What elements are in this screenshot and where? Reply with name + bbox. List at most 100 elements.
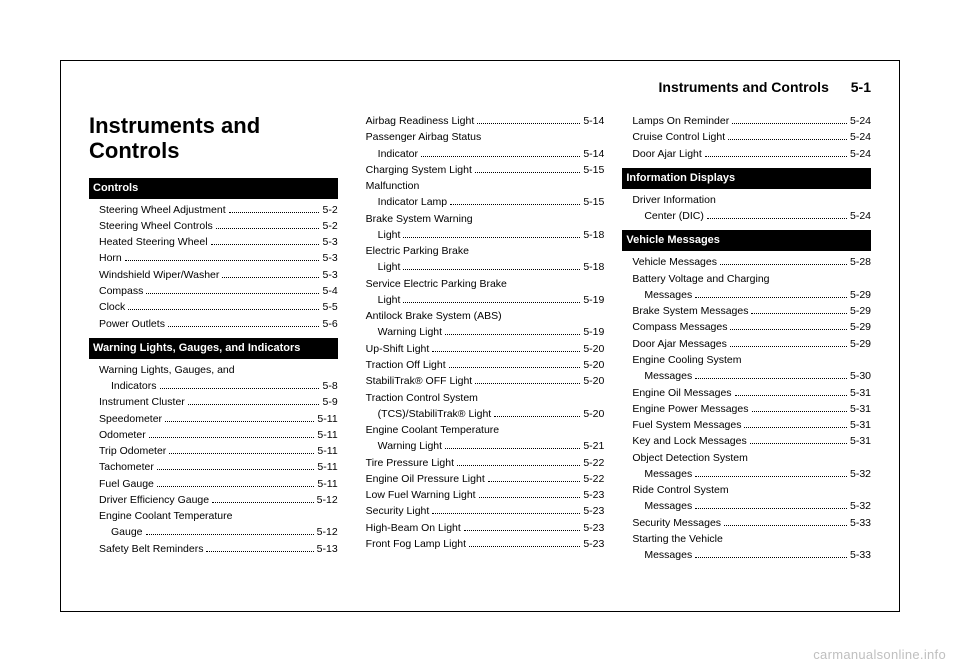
toc-entry-page: 5-20 [583,357,604,373]
toc-entry: Front Fog Lamp Light5-23 [356,536,605,552]
toc-section-bar: Vehicle Messages [622,230,871,251]
toc-entry-label: Windshield Wiper/Washer [99,267,219,283]
toc-entry: Engine Cooling System [622,352,871,368]
toc-leader-dots [728,139,847,140]
toc-leader-dots [707,218,847,219]
toc-entry-label: Brake System Messages [632,303,748,319]
toc-entry: Engine Coolant Temperature [89,508,338,524]
toc-entry-label: Instrument Cluster [99,394,185,410]
toc-entry: StabiliTrak® OFF Light5-20 [356,373,605,389]
page-header: Instruments and Controls 5-1 [659,79,871,95]
toc-leader-dots [695,378,847,379]
toc-leader-dots [449,367,581,368]
toc-entry-label: StabiliTrak® OFF Light [366,373,473,389]
toc-entry-page: 5-24 [850,113,871,129]
toc-entry-label: Door Ajar Messages [632,336,727,352]
toc-entry-label: Warning Light [378,438,442,454]
chapter-title: Instruments and Controls [89,113,338,164]
toc-entry-label: Gauge [111,524,143,540]
toc-entry: Up-Shift Light 5-20 [356,341,605,357]
toc-leader-dots [168,326,320,327]
toc-leader-dots [229,212,320,213]
toc-leader-dots [494,416,580,417]
toc-entry-label: Odometer [99,427,146,443]
toc-entry: Safety Belt Reminders5-13 [89,541,338,557]
toc-leader-dots [403,269,580,270]
toc-entry: Warning Lights, Gauges, and [89,362,338,378]
toc-entry-label: Engine Oil Messages [632,385,731,401]
toc-leader-dots [752,411,848,412]
toc-entry-label: Traction Control System [366,390,478,406]
toc-entry-page: 5-11 [317,459,337,475]
toc-entry: Tire Pressure Light5-22 [356,455,605,471]
toc-entry-page: 5-31 [850,401,871,417]
toc-leader-dots [695,476,847,477]
toc-entry-page: 5-28 [850,254,871,270]
toc-entry: Battery Voltage and Charging [622,271,871,287]
toc-entry-page: 5-5 [322,299,337,315]
toc-entry: Horn5-3 [89,250,338,266]
toc-entry-label: Front Fog Lamp Light [366,536,466,552]
toc-entry-label: Airbag Readiness Light [366,113,475,129]
toc-entry-label: Malfunction [366,178,420,194]
toc-entry: Service Electric Parking Brake [356,276,605,292]
toc-entry-page: 5-2 [322,218,337,234]
toc-entry: Messages5-30 [622,368,871,384]
toc-entry: Warning Light5-19 [356,324,605,340]
toc-entry-label: Engine Coolant Temperature [99,508,232,524]
toc-leader-dots [403,237,580,238]
toc-leader-dots [735,395,847,396]
toc-entry-label: High-Beam On Light [366,520,461,536]
toc-entry: Compass5-4 [89,283,338,299]
toc-entry-page: 5-32 [850,498,871,514]
toc-leader-dots [732,123,847,124]
toc-entry-label: Messages [644,368,692,384]
toc-entry-label: Engine Oil Pressure Light [366,471,485,487]
toc-entry-page: 5-13 [317,541,338,557]
toc-entry: Key and Lock Messages5-31 [622,433,871,449]
watermark: carmanualsonline.info [813,647,946,662]
toc-entry: Lamps On Reminder5-24 [622,113,871,129]
toc-entry-page: 5-18 [583,259,604,275]
header-pagenum: 5-1 [851,79,871,95]
toc-entry-page: 5-19 [583,324,604,340]
toc-entry: Light5-18 [356,227,605,243]
toc-leader-dots [445,448,580,449]
toc-entry: Power Outlets5-6 [89,316,338,332]
toc-entry: Charging System Light5-15 [356,162,605,178]
toc-entry: Engine Coolant Temperature [356,422,605,438]
toc-entry: Warning Light5-21 [356,438,605,454]
toc-entry-page: 5-9 [322,394,337,410]
toc-entry-label: Heated Steering Wheel [99,234,208,250]
toc-entry: Antilock Brake System (ABS) [356,308,605,324]
toc-entry-label: Indicators [111,378,157,394]
toc-entry-page: 5-11 [317,443,337,459]
toc-entry-page: 5-20 [583,341,604,357]
toc-entry-label: Warning Lights, Gauges, and [99,362,235,378]
toc-entry: Messages5-32 [622,466,871,482]
toc-leader-dots [750,443,847,444]
toc-entry-page: 5-8 [322,378,337,394]
toc-entry-label: Driver Efficiency Gauge [99,492,209,508]
toc-entry: Security Light5-23 [356,503,605,519]
toc-leader-dots [146,293,319,294]
toc-entry-label: Cruise Control Light [632,129,725,145]
toc-entry-label: Indicator [378,146,418,162]
toc-entry: Clock5-5 [89,299,338,315]
toc-entry: Ride Control System [622,482,871,498]
toc-entry-label: Passenger Airbag Status [366,129,482,145]
toc-entry-page: 5-3 [322,234,337,250]
toc-entry-label: Up-Shift Light [366,341,430,357]
toc-entry-label: Fuel Gauge [99,476,154,492]
toc-entry-label: Traction Off Light [366,357,446,373]
toc-entry-page: 5-3 [322,250,337,266]
toc-entry: Light5-19 [356,292,605,308]
toc-entry-label: Fuel System Messages [632,417,741,433]
toc-entry-page: 5-29 [850,319,871,335]
toc-leader-dots [157,486,315,487]
toc-entry-label: Speedometer [99,411,162,427]
toc-entry-page: 5-15 [583,194,604,210]
toc-entry-page: 5-29 [850,336,871,352]
toc-entry-page: 5-22 [583,455,604,471]
toc-leader-dots [479,497,581,498]
